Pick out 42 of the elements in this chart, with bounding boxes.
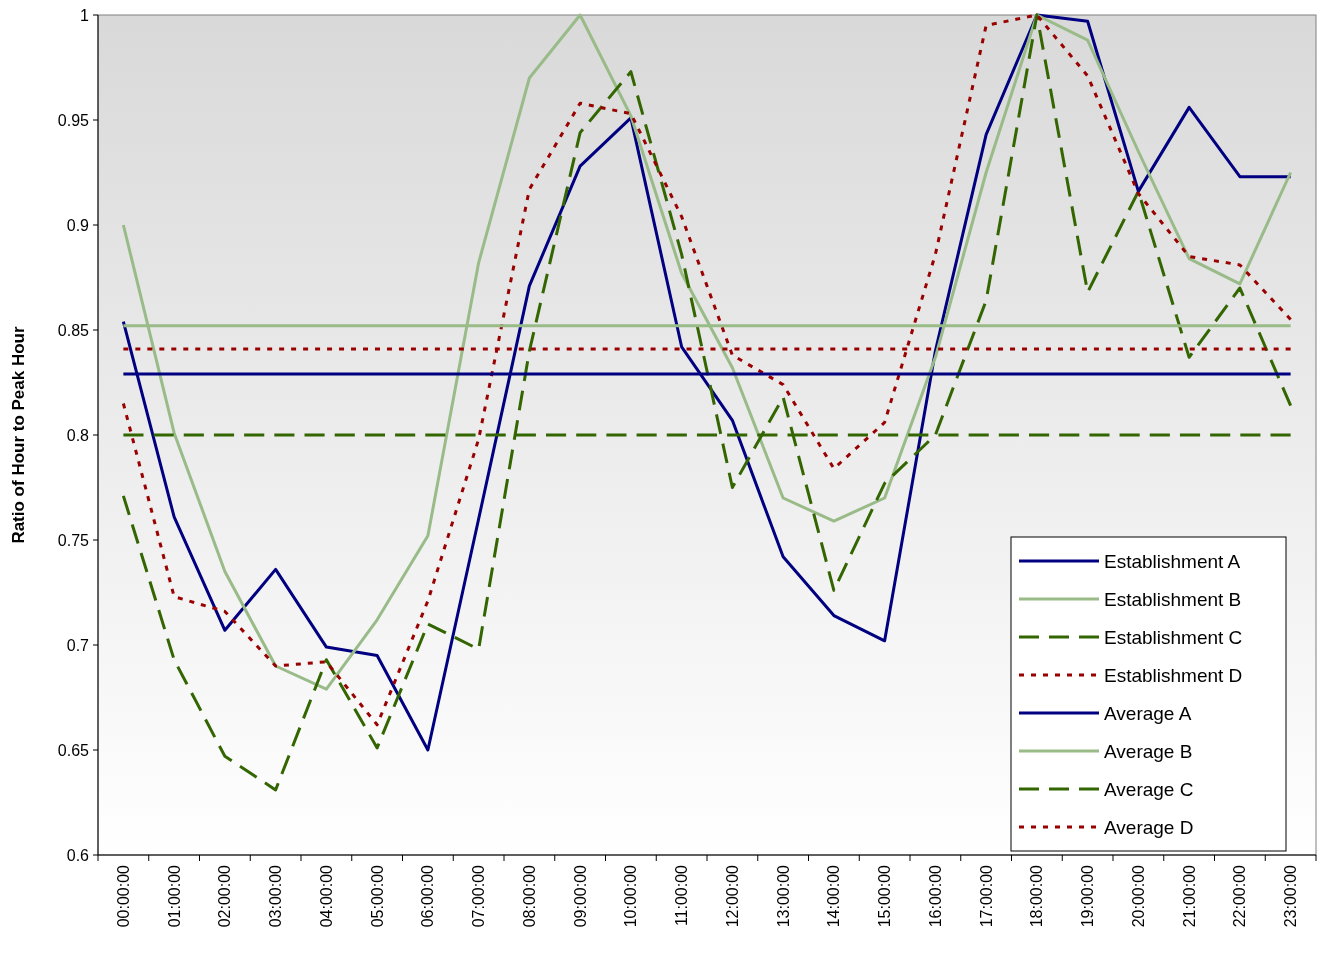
x-tick-label: 02:00:00 [216,864,234,928]
x-tick-label: 20:00:00 [1129,864,1147,928]
x-tick-label: 06:00:00 [419,864,437,928]
x-tick-label: 17:00:00 [977,864,995,928]
x-tick-label: 03:00:00 [267,864,285,928]
y-tick-label: 0.65 [57,741,90,759]
y-tick-label: 0.75 [57,531,90,549]
x-tick-label: 09:00:00 [571,864,589,928]
x-tick-label: 13:00:00 [774,864,792,928]
x-tick-label: 23:00:00 [1282,864,1300,928]
legend-label: Average D [1104,816,1194,838]
legend-label: Establishment A [1104,550,1241,572]
x-tick-label: 21:00:00 [1180,864,1198,928]
x-tick-label: 14:00:00 [825,864,843,928]
legend-label: Average B [1104,740,1193,762]
y-tick-label: 0.85 [57,321,90,339]
x-tick-label: 11:00:00 [673,864,691,927]
x-tick-label: 08:00:00 [520,864,538,928]
legend-label: Average C [1104,778,1194,800]
x-tick-label: 18:00:00 [1028,864,1046,928]
x-tick-label: 12:00:00 [723,864,741,928]
x-tick-label: 07:00:00 [470,864,488,928]
y-tick-label: 0.6 [66,846,90,864]
x-tick-label: 04:00:00 [317,864,335,928]
x-tick-label: 10:00:00 [622,864,640,928]
y-axis-title: Ratio of Hour to Peak Hour [9,326,28,544]
x-tick-label: 15:00:00 [876,864,894,928]
y-tick-label: 0.8 [66,426,90,444]
y-tick-label: 0.7 [66,636,90,654]
x-tick-label: 05:00:00 [368,864,386,928]
y-tick-label: 0.9 [66,216,90,234]
legend-label: Establishment C [1104,626,1243,648]
x-tick-label: 16:00:00 [926,864,944,928]
x-tick-label: 00:00:00 [114,864,132,928]
x-tick-label: 01:00:00 [165,864,183,928]
legend-label: Establishment B [1104,588,1242,610]
y-tick-label: 0.95 [57,111,90,129]
x-tick-label: 22:00:00 [1231,864,1249,928]
legend-label: Average A [1104,702,1192,724]
x-tick-label: 19:00:00 [1079,864,1097,928]
y-tick-label: 1 [80,6,90,24]
legend-label: Establishment D [1104,664,1243,686]
